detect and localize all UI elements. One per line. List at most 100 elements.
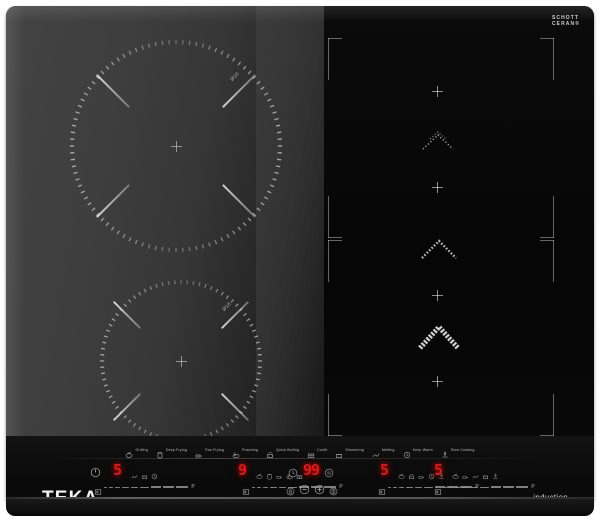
slider-step[interactable] <box>109 486 114 488</box>
slider-step[interactable] <box>388 486 391 488</box>
front-left-zone[interactable]: Ø18 <box>98 278 264 444</box>
top-sheen <box>6 6 594 22</box>
slider-step[interactable] <box>462 486 469 488</box>
timer-cluster: 99 <box>288 461 334 479</box>
grilling-icon[interactable] <box>256 467 263 479</box>
slider-step[interactable] <box>299 486 310 488</box>
lock-icon[interactable] <box>286 483 295 495</box>
bridge-icon[interactable] <box>329 483 338 495</box>
bracket-corner <box>553 394 554 436</box>
power-slider-zone-1[interactable]: P <box>94 482 212 495</box>
zone-1-level-display: 5 <box>113 460 122 479</box>
slider-step[interactable] <box>399 486 405 488</box>
simmering-icon[interactable] <box>141 467 148 479</box>
quick-boiling-icon[interactable] <box>408 467 415 479</box>
slider-pan-icon <box>434 483 442 495</box>
slow-cooking-icon[interactable] <box>438 467 445 479</box>
slider-pan-icon <box>378 483 386 495</box>
slider-step[interactable] <box>104 486 107 488</box>
power-slider-zone-2[interactable]: P <box>242 482 360 495</box>
slider-step[interactable] <box>140 486 150 488</box>
bracket-corner <box>328 196 329 238</box>
slider-pan-icon <box>242 483 250 495</box>
slider-step[interactable] <box>151 486 162 488</box>
power-icon[interactable] <box>90 465 101 477</box>
slider-step[interactable] <box>516 486 529 488</box>
slider-step[interactable] <box>455 486 461 488</box>
pan-frying-icon[interactable] <box>276 467 283 479</box>
melting-icon[interactable] <box>131 467 138 478</box>
bracket-corner <box>328 435 342 436</box>
rear-left-zone[interactable]: Ø18 <box>68 38 284 254</box>
slider-step[interactable] <box>449 486 454 488</box>
deep-frying-icon <box>156 446 164 459</box>
slider-step[interactable] <box>130 486 139 488</box>
slider-step[interactable] <box>257 486 262 488</box>
legend-item-deep-frying: Deep Frying <box>156 446 187 459</box>
slider-step[interactable] <box>270 486 277 488</box>
legend-item-keep-warm: Keep Warm <box>403 446 433 459</box>
simmering-icon[interactable] <box>482 467 489 479</box>
slider-step[interactable] <box>503 486 515 488</box>
zone-2-level-display: 9 <box>238 460 247 479</box>
slider-step[interactable] <box>176 486 189 488</box>
pan-frying-icon[interactable] <box>462 467 469 479</box>
timer-icon[interactable] <box>288 465 298 478</box>
legend-item-simmering: Simmering <box>335 446 364 458</box>
timer-plus-button[interactable] <box>314 482 325 494</box>
slider-step[interactable] <box>491 486 502 488</box>
slider-step[interactable] <box>424 486 434 488</box>
bracket-corner <box>553 38 554 80</box>
legend-item-label: Keep Warm <box>412 448 433 452</box>
slider-step[interactable] <box>288 486 298 488</box>
keep-warm-icon[interactable] <box>428 467 435 479</box>
slider-step[interactable] <box>444 486 447 488</box>
legend-item-slow-cooking: Slow Cooking <box>441 446 475 458</box>
schott-ceran-logo: SCHOTT CERAN® <box>552 15 580 27</box>
slider-boost-label[interactable]: P <box>191 484 195 490</box>
slider-pan-icon <box>94 483 102 495</box>
deep-frying-icon[interactable] <box>266 467 273 479</box>
slider-step[interactable] <box>393 486 398 488</box>
slider-step[interactable] <box>480 486 490 488</box>
quick-boiling-icon <box>266 446 274 458</box>
grilling-icon[interactable] <box>398 467 405 479</box>
pan-frying-icon[interactable] <box>418 467 425 479</box>
slider-step[interactable] <box>435 486 446 488</box>
slider-boost-label[interactable]: P <box>339 484 343 490</box>
bracket-corner <box>328 240 342 241</box>
flex-zone-bottom[interactable] <box>328 239 554 436</box>
pause-icon[interactable] <box>324 465 334 478</box>
timer-display: 99 <box>303 460 320 479</box>
timer-minus-button[interactable] <box>299 482 310 494</box>
slider-step[interactable] <box>278 486 287 488</box>
grilling-icon[interactable] <box>452 467 459 479</box>
legend-item-quick-boiling: Quick Boiling <box>266 446 299 458</box>
pan-frying-icon <box>195 446 203 458</box>
zone-3-level-display: 5 <box>380 460 389 479</box>
bracket-corner <box>328 38 342 39</box>
slider-step[interactable] <box>252 486 255 488</box>
confit-icon[interactable] <box>296 467 303 479</box>
bracket-corner <box>553 240 554 282</box>
slider-step[interactable] <box>470 486 479 488</box>
simmering-icon <box>335 446 343 458</box>
slider-step[interactable] <box>414 486 423 488</box>
hob-glass-surface: SCHOTT CERAN® Ø18 Ø18 <box>6 6 594 506</box>
bracket-corner <box>328 240 329 282</box>
control-panel-divider-top <box>46 458 554 459</box>
slider-step[interactable] <box>311 486 323 488</box>
slider-step[interactable] <box>163 486 175 488</box>
melting-icon[interactable] <box>472 467 479 478</box>
slider-step[interactable] <box>115 486 121 488</box>
slider-step[interactable] <box>263 486 269 488</box>
keep-warm-icon[interactable] <box>151 467 158 479</box>
slider-step[interactable] <box>406 486 413 488</box>
zone-4-level-display: 5 <box>434 460 443 479</box>
slider-step[interactable] <box>122 486 129 488</box>
slider-boost-label[interactable]: P <box>531 484 535 490</box>
slider-step[interactable] <box>324 486 337 488</box>
power-slider-zone-4[interactable]: P <box>434 482 552 495</box>
slow-cooking-icon[interactable] <box>492 467 499 479</box>
flex-zone-top[interactable] <box>328 38 554 238</box>
